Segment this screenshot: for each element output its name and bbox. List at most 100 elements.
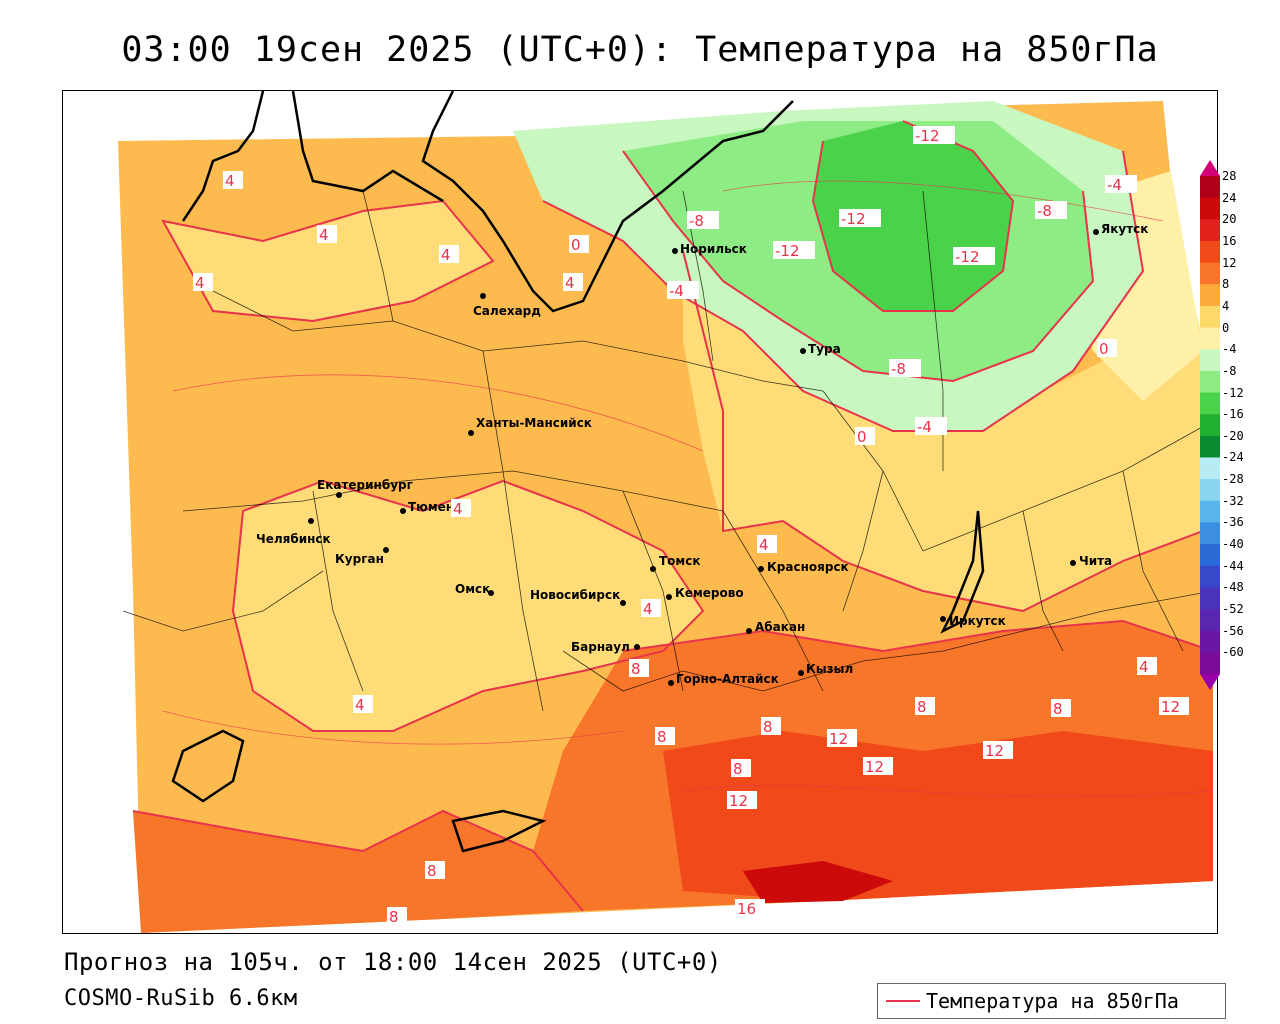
- iso-label: 0: [569, 235, 589, 254]
- iso-label: 4: [563, 273, 583, 292]
- svg-text:Салехард: Салехард: [473, 304, 541, 318]
- svg-text:12: 12: [865, 758, 884, 776]
- city-krasnoyarsk: Красноярск: [758, 560, 849, 574]
- svg-text:12: 12: [985, 742, 1004, 760]
- colorbar-swatch: [1200, 544, 1220, 567]
- colorbar-tick-label: -56: [1222, 623, 1244, 638]
- city-norilsk: Норильск: [672, 242, 747, 256]
- colorbar-swatch: [1200, 435, 1220, 458]
- svg-text:4: 4: [1139, 658, 1149, 676]
- svg-text:Красноярск: Красноярск: [767, 560, 849, 574]
- iso-label: 0: [855, 427, 875, 446]
- colorbar-tick-label: -60: [1222, 645, 1244, 660]
- colorbar-swatch: [1200, 630, 1220, 653]
- city-barnaul: Барнаул: [571, 640, 640, 654]
- svg-text:8: 8: [427, 862, 437, 880]
- svg-text:4: 4: [441, 246, 451, 264]
- svg-text:16: 16: [737, 900, 756, 918]
- svg-text:4: 4: [319, 226, 329, 244]
- svg-text:Якутск: Якутск: [1101, 222, 1148, 236]
- svg-text:-8: -8: [689, 212, 704, 230]
- iso-label: -8: [1035, 201, 1067, 220]
- colorbar-swatch: [1200, 565, 1220, 588]
- colorbar-swatch: [1200, 197, 1220, 220]
- colorbar-swatch: [1200, 609, 1220, 632]
- svg-text:-12: -12: [955, 248, 980, 266]
- svg-text:-4: -4: [1107, 176, 1122, 194]
- svg-text:8: 8: [1053, 700, 1063, 718]
- city-irkutsk: Иркутск: [940, 614, 1006, 628]
- iso-label: 4: [317, 225, 337, 244]
- colorbar-top-arrow: [1200, 160, 1220, 176]
- svg-text:12: 12: [729, 792, 748, 810]
- colorbar-swatch: [1200, 305, 1220, 329]
- colorbar-tick-label: -24: [1222, 450, 1244, 465]
- city-tyumen: Тюмень: [400, 500, 462, 514]
- iso-label: -4: [667, 281, 699, 300]
- svg-text:Абакан: Абакан: [755, 620, 805, 634]
- legend-line-swatch: [886, 1000, 920, 1002]
- colorbar-tick-label: 12: [1222, 255, 1237, 270]
- city-novosibirsk: Новосибирск: [530, 588, 626, 606]
- forecast-info: Прогноз на 105ч. от 18:00 14сен 2025 (UT…: [64, 948, 722, 976]
- colorbar-tick-label: 16: [1222, 233, 1237, 248]
- svg-text:8: 8: [733, 760, 743, 778]
- colorbar-bottom-arrow: [1200, 674, 1220, 690]
- city-abakan: Абакан: [746, 620, 805, 634]
- colorbar-swatch: [1200, 500, 1220, 523]
- iso-label: 8: [915, 697, 935, 716]
- iso-label: -12: [953, 247, 995, 266]
- svg-text:Ханты-Мансийск: Ханты-Мансийск: [476, 416, 592, 430]
- colorbar-tick-label: -44: [1222, 558, 1244, 573]
- colorbar-tick-label: -32: [1222, 493, 1244, 508]
- svg-text:4: 4: [643, 600, 653, 618]
- svg-text:Курган: Курган: [335, 552, 384, 566]
- model-name: COSMO-RuSib 6.6км: [64, 986, 298, 1011]
- city-chita: Чита: [1070, 554, 1112, 568]
- colorbar-swatch: [1200, 176, 1220, 199]
- city-salekhard: Салехард: [473, 293, 541, 318]
- svg-text:8: 8: [657, 728, 667, 746]
- colorbar-tick-label: 8: [1222, 277, 1230, 292]
- city-chelyabinsk: Челябинск: [256, 518, 331, 546]
- svg-text:8: 8: [389, 908, 399, 926]
- colorbar-swatch: [1200, 327, 1220, 350]
- svg-text:Кемерово: Кемерово: [675, 586, 744, 600]
- colorbar-tick-label: 28: [1222, 169, 1237, 183]
- city-khanty-mansiysk: Ханты-Мансийск: [468, 416, 592, 436]
- colorbar-swatch: [1200, 349, 1220, 372]
- iso-label: -8: [889, 359, 921, 378]
- svg-text:Барнаул: Барнаул: [571, 640, 630, 654]
- iso-label: 12: [827, 729, 857, 748]
- svg-text:-8: -8: [1037, 202, 1052, 220]
- iso-label: -8: [687, 211, 719, 230]
- svg-text:0: 0: [1099, 340, 1109, 358]
- colorbar-tick-label: -16: [1222, 407, 1244, 422]
- city-yekaterinburg: Екатеринбург: [317, 478, 413, 498]
- colorbar-swatch: [1200, 414, 1220, 437]
- city-kyzyl: Кызыл: [798, 662, 853, 676]
- svg-text:Тура: Тура: [808, 342, 841, 356]
- colorbar-tick-label: -12: [1222, 385, 1244, 400]
- colorbar-tick-label: 20: [1222, 212, 1237, 227]
- temperature-colorbar: [1200, 160, 1220, 690]
- legend: Температура на 850гПа: [877, 983, 1226, 1019]
- svg-text:-12: -12: [841, 210, 866, 228]
- iso-label: -12: [913, 126, 955, 145]
- temperature-map: Салехард Норильск Тура Якутск Ханты-Манс…: [63, 91, 1217, 933]
- city-kemerovo: Кемерово: [666, 586, 744, 600]
- colorbar-tick-label: -4: [1222, 342, 1237, 357]
- iso-label: 4: [353, 695, 373, 714]
- iso-label: 4: [1137, 657, 1157, 676]
- map-title: 03:00 19сен 2025 (UTC+0): Температура на…: [121, 30, 1159, 70]
- city-kurgan: Курган: [335, 547, 389, 566]
- svg-text:4: 4: [453, 500, 463, 518]
- iso-label: 8: [1051, 699, 1071, 718]
- colorbar-tick-label: -48: [1222, 580, 1244, 595]
- colorbar-tick-label: -40: [1222, 537, 1244, 552]
- iso-label: 8: [629, 659, 649, 678]
- colorbar-tick-label: -20: [1222, 428, 1244, 443]
- iso-label: 8: [761, 717, 781, 736]
- iso-label: 8: [387, 907, 407, 926]
- svg-text:0: 0: [857, 428, 867, 446]
